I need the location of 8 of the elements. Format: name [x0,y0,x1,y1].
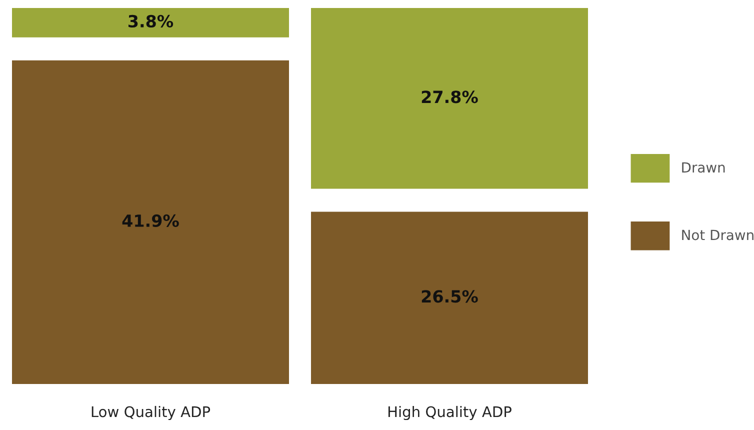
data-label: 26.5% [422,290,478,303]
category-label: Low Quality ADP [92,406,210,420]
category-label: High Quality ADP [388,406,512,420]
legend-label: Not Drawn [682,230,754,240]
data-label: 41.9% [122,214,179,228]
data-label: 3.8% [128,14,174,28]
legend-label: Drawn [682,162,725,173]
data-label: 27.8% [422,90,478,104]
